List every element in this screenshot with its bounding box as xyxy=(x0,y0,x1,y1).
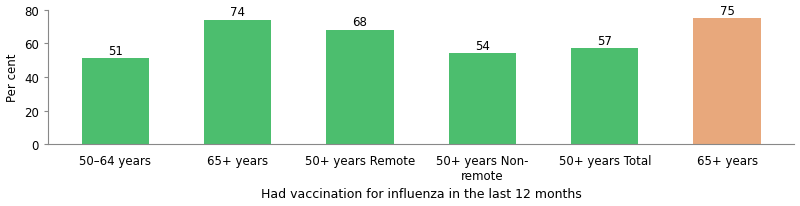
Text: 68: 68 xyxy=(353,16,367,29)
Text: 75: 75 xyxy=(720,5,734,18)
Bar xyxy=(82,59,149,144)
Text: 51: 51 xyxy=(108,45,122,58)
Bar xyxy=(694,19,761,144)
Bar xyxy=(449,54,516,144)
Text: 54: 54 xyxy=(475,40,490,53)
Text: 57: 57 xyxy=(598,35,612,48)
Bar xyxy=(571,49,638,144)
Bar xyxy=(326,31,394,144)
Bar xyxy=(204,21,271,144)
Text: 74: 74 xyxy=(230,6,245,19)
X-axis label: Had vaccination for influenza in the last 12 months: Had vaccination for influenza in the las… xyxy=(261,187,582,200)
Y-axis label: Per cent: Per cent xyxy=(6,53,18,102)
